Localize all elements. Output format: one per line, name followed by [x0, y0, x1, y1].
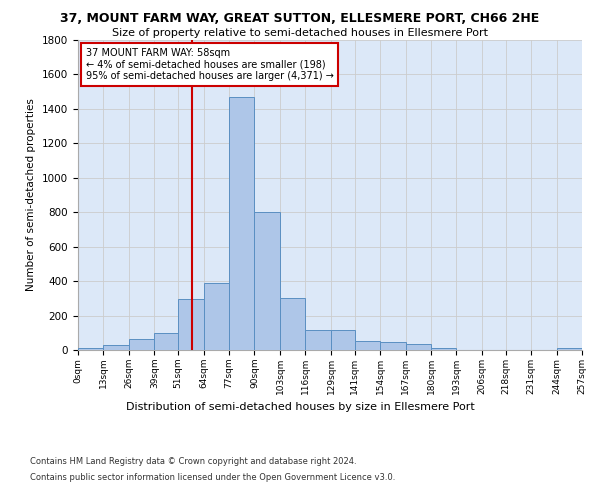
- Bar: [406, 344, 431, 350]
- Bar: [203, 283, 229, 350]
- Bar: [331, 330, 355, 350]
- Bar: [78, 348, 103, 350]
- Text: Size of property relative to semi-detached houses in Ellesmere Port: Size of property relative to semi-detach…: [112, 28, 488, 38]
- Text: Contains public sector information licensed under the Open Government Licence v3: Contains public sector information licen…: [30, 472, 395, 482]
- Bar: [129, 339, 154, 350]
- Y-axis label: Number of semi-detached properties: Number of semi-detached properties: [26, 98, 37, 292]
- Bar: [254, 212, 280, 350]
- Text: Contains HM Land Registry data © Crown copyright and database right 2024.: Contains HM Land Registry data © Crown c…: [30, 458, 356, 466]
- Bar: [154, 333, 178, 350]
- Text: Distribution of semi-detached houses by size in Ellesmere Port: Distribution of semi-detached houses by …: [125, 402, 475, 412]
- Bar: [280, 298, 305, 350]
- Bar: [355, 342, 380, 350]
- Text: 37 MOUNT FARM WAY: 58sqm
← 4% of semi-detached houses are smaller (198)
95% of s: 37 MOUNT FARM WAY: 58sqm ← 4% of semi-de…: [86, 48, 334, 81]
- Bar: [557, 348, 582, 350]
- Bar: [229, 97, 254, 350]
- Bar: [305, 330, 331, 350]
- Bar: [103, 345, 129, 350]
- Bar: [178, 299, 203, 350]
- Bar: [380, 342, 406, 350]
- Text: 37, MOUNT FARM WAY, GREAT SUTTON, ELLESMERE PORT, CH66 2HE: 37, MOUNT FARM WAY, GREAT SUTTON, ELLESM…: [61, 12, 539, 26]
- Bar: [431, 348, 457, 350]
